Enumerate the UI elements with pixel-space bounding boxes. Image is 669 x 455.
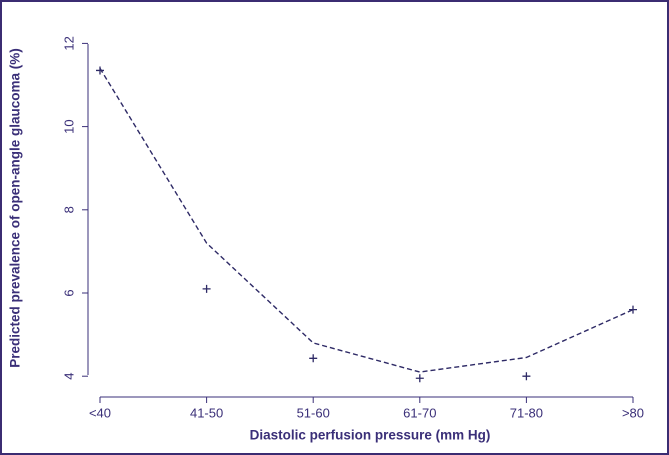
x-tick-label: <40 xyxy=(89,405,111,420)
x-tick-label: >80 xyxy=(622,405,644,420)
x-tick-label: 71-80 xyxy=(510,405,543,420)
y-axis-title: Predicted prevalence of open-angle glauc… xyxy=(8,48,23,368)
x-tick-label: 61-70 xyxy=(403,405,436,420)
y-tick-label: 10 xyxy=(61,119,76,133)
marker xyxy=(629,305,637,314)
y-tick-label: 6 xyxy=(61,289,76,296)
marker xyxy=(522,372,531,381)
x-axis-title: Diastolic perfusion pressure (mm Hg) xyxy=(250,428,491,443)
marker xyxy=(415,374,424,383)
marker xyxy=(96,66,104,75)
y-tick-label: 8 xyxy=(61,206,76,213)
marker xyxy=(309,354,318,363)
y-tick-label: 12 xyxy=(61,36,76,50)
x-tick-label: 51-60 xyxy=(297,405,330,420)
line xyxy=(99,67,634,373)
x-tick-label: 41-50 xyxy=(190,405,223,420)
marker xyxy=(202,284,211,293)
y-tick-label: 4 xyxy=(61,373,76,380)
